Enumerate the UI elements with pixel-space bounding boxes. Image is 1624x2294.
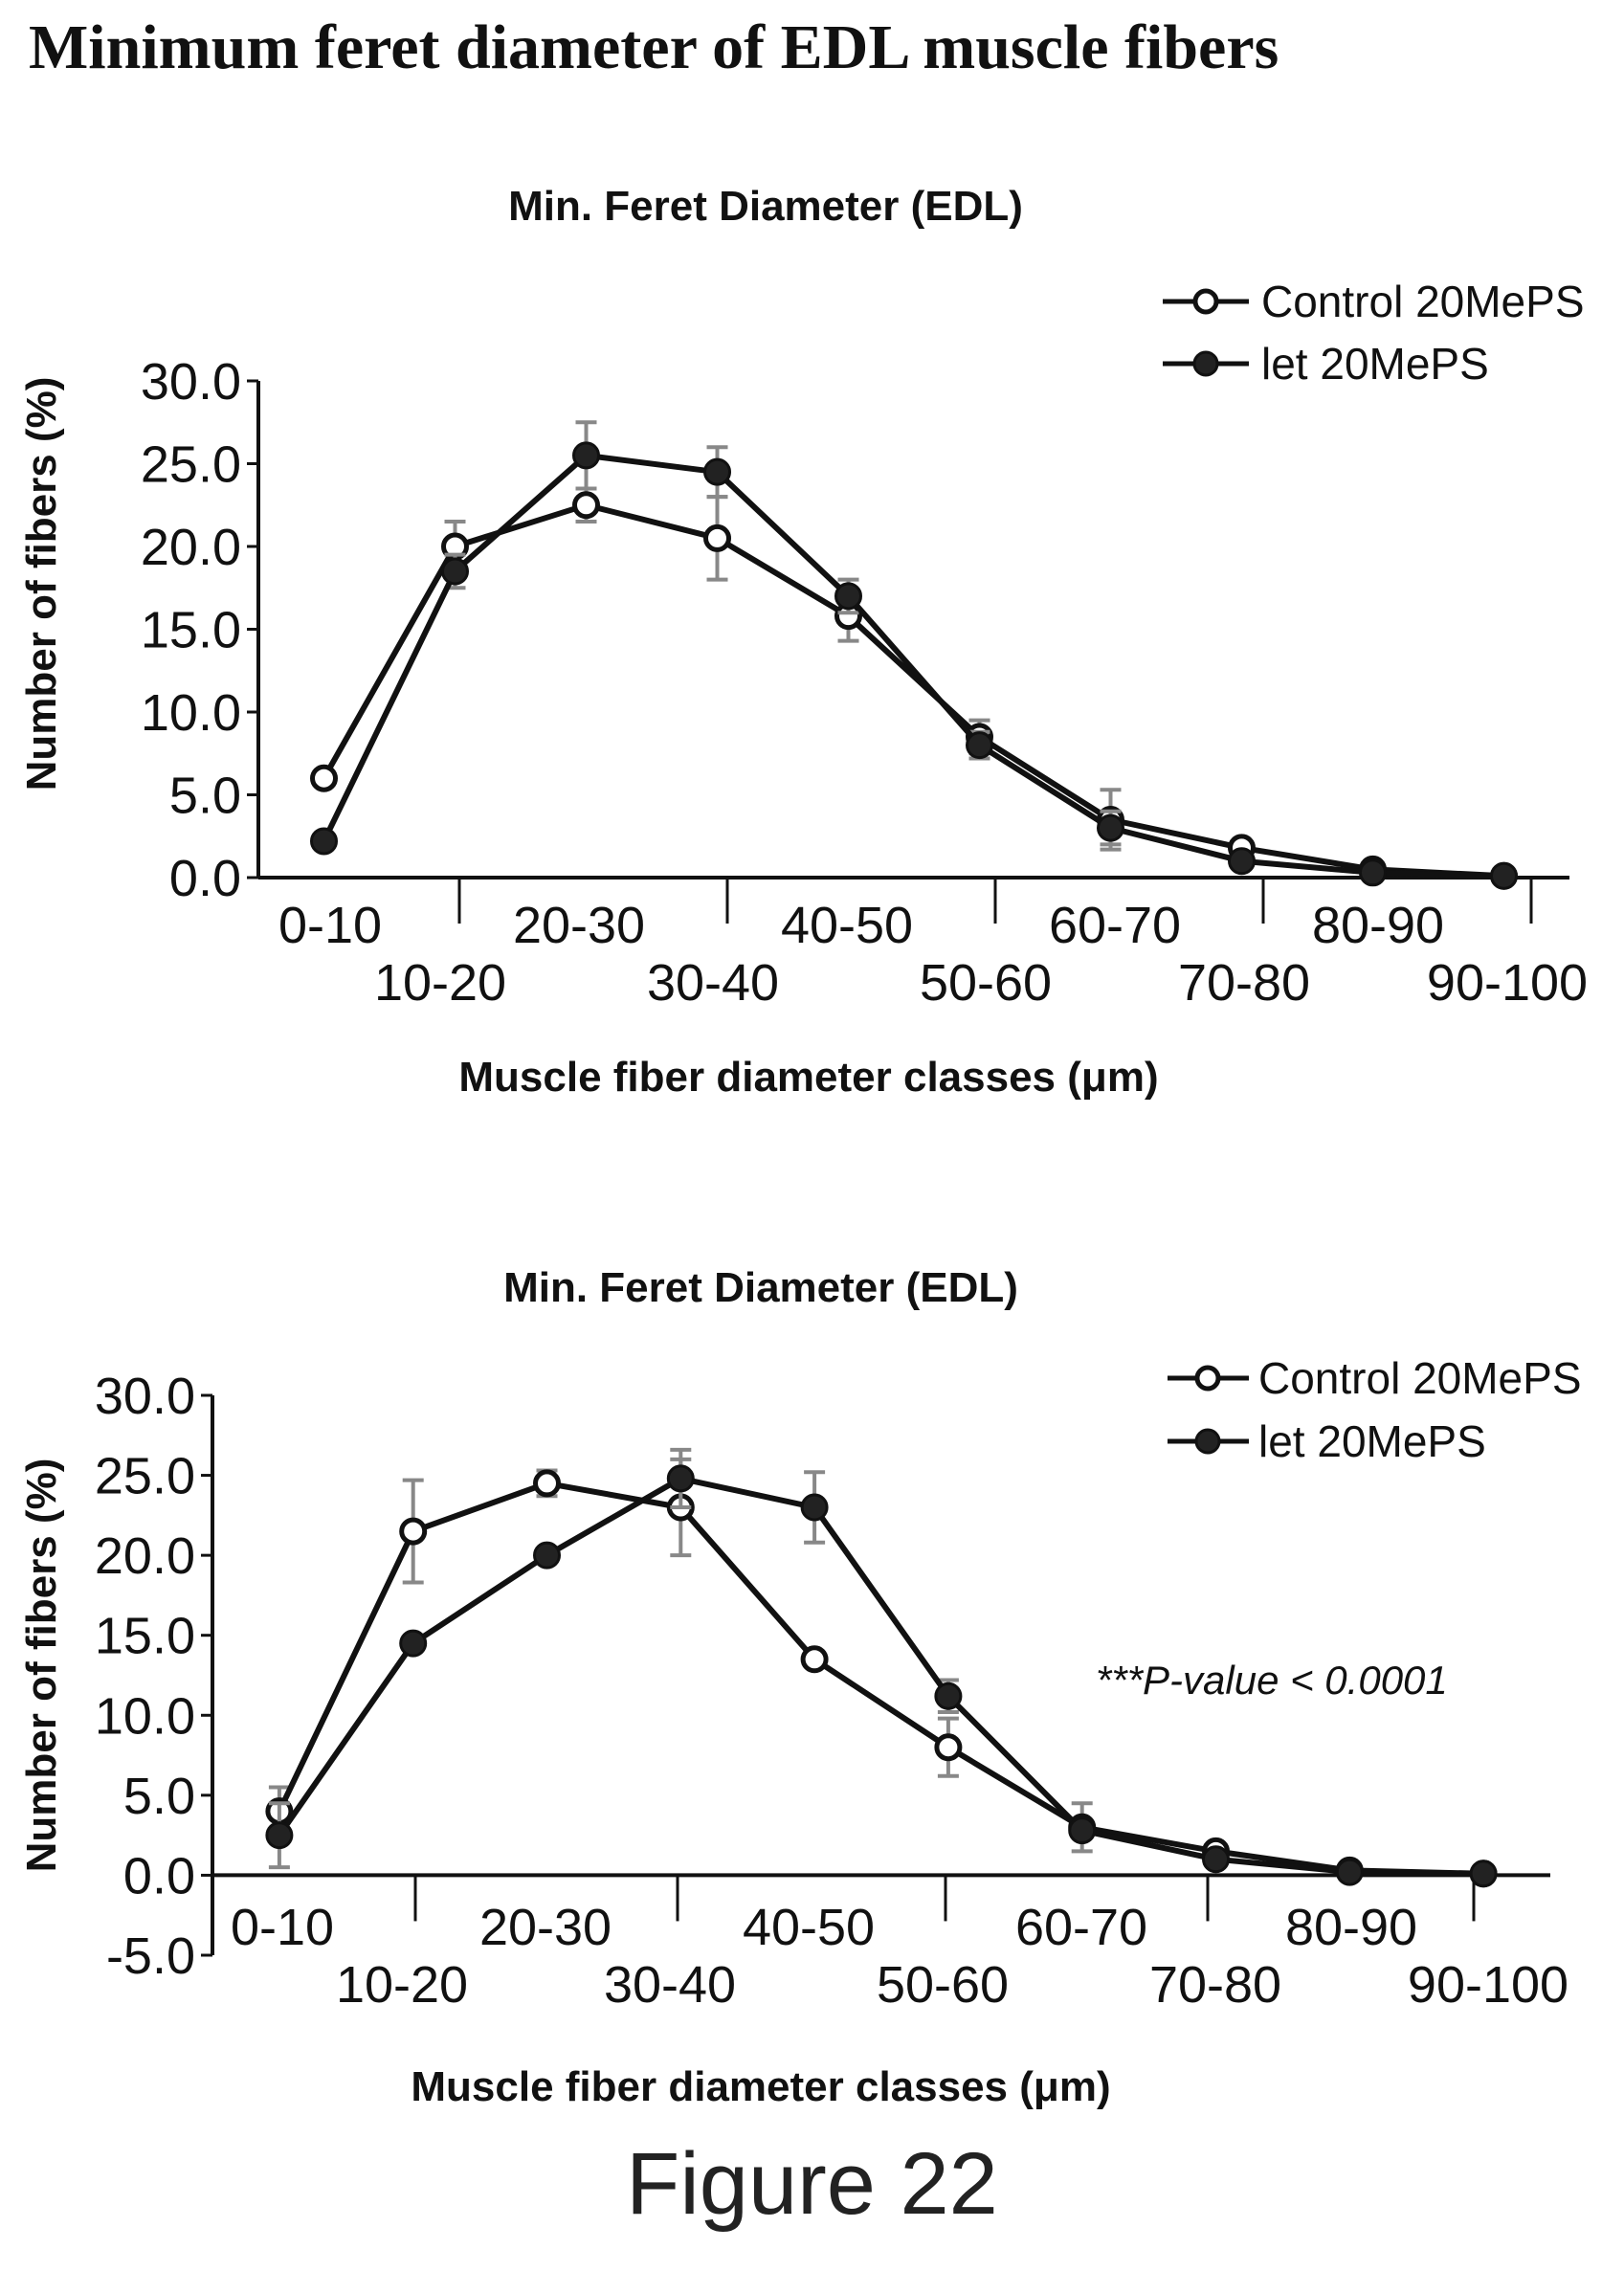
- x-tick-label: 30-40: [604, 1956, 736, 2014]
- x-tick-label: 10-20: [374, 954, 506, 1012]
- x-tick-label: 0-10: [231, 1899, 334, 1956]
- x-tick-label: 10-20: [336, 1956, 468, 2014]
- data-point: [533, 1541, 561, 1570]
- series-let: [265, 1447, 1498, 1888]
- legend-label-control: Control 20MePS: [1261, 277, 1585, 326]
- y-tick-label: 30.0: [95, 1368, 195, 1425]
- data-point: [800, 1645, 829, 1674]
- x-tick-label: 20-30: [479, 1899, 612, 1956]
- y-tick-label: 25.0: [141, 436, 241, 494]
- legend-marker-control: [1194, 1365, 1221, 1392]
- y-tick-label: 30.0: [141, 353, 241, 411]
- figure-caption: Figure 22: [626, 2135, 998, 2233]
- x-tick-label: 40-50: [743, 1899, 875, 1956]
- data-point: [703, 457, 731, 486]
- series-let: [310, 420, 1518, 890]
- x-tick-label: 80-90: [1285, 1899, 1417, 1956]
- y-tick-label: 20.0: [141, 519, 241, 576]
- legend-marker-let: [1192, 350, 1219, 377]
- data-point: [800, 1493, 829, 1522]
- chart-title: Min. Feret Diameter (EDL): [508, 183, 1023, 230]
- chart-bottom: Min. Feret Diameter (EDL) Number of fibe…: [18, 1264, 1582, 2110]
- data-point: [666, 1464, 695, 1493]
- data-point: [572, 441, 600, 470]
- legend-marker-control: [1192, 288, 1219, 315]
- x-tick-label: 0-10: [278, 897, 382, 954]
- y-tick-label: 25.0: [95, 1448, 195, 1505]
- x-tick-label: 50-60: [877, 1956, 1009, 2014]
- data-point: [399, 1517, 428, 1546]
- x-tick-label: 20-30: [513, 897, 645, 954]
- data-point: [1068, 1816, 1097, 1845]
- x-tick-label: 60-70: [1015, 1899, 1147, 1956]
- x-tick-label: 90-100: [1408, 1956, 1568, 2014]
- x-axis-label: Muscle fiber diameter classes (μm): [458, 1054, 1158, 1101]
- series-line: [277, 1480, 1484, 1877]
- y-tick-label: 0.0: [169, 850, 241, 907]
- y-tick-label: 20.0: [95, 1527, 195, 1585]
- data-point: [310, 764, 338, 792]
- data-point: [1228, 847, 1256, 876]
- x-tick-label: 70-80: [1149, 1956, 1281, 2014]
- legend: Control 20MePS let 20MePS: [1163, 277, 1585, 389]
- y-tick-label: 0.0: [123, 1847, 195, 1904]
- x-tick-label: 70-80: [1178, 954, 1310, 1012]
- x-axis-label: Muscle fiber diameter classes (μm): [411, 2063, 1110, 2110]
- x-tick-label: 40-50: [781, 897, 913, 954]
- legend-label-let: let 20MePS: [1261, 339, 1489, 389]
- data-point: [310, 827, 338, 856]
- data-point: [399, 1629, 428, 1658]
- legend: Control 20MePS let 20MePS: [1168, 1353, 1582, 1466]
- y-tick-label: 5.0: [169, 768, 241, 825]
- data-point: [1359, 858, 1387, 887]
- data-point: [1202, 1845, 1230, 1874]
- legend-label-control: Control 20MePS: [1258, 1353, 1582, 1403]
- p-value-annotation: ***P-value < 0.0001: [1096, 1658, 1448, 1703]
- data-point: [1469, 1860, 1498, 1888]
- y-tick-label: -5.0: [106, 1927, 195, 1985]
- data-point: [703, 523, 731, 552]
- x-tick-label: 50-60: [920, 954, 1052, 1012]
- data-point: [441, 557, 469, 586]
- data-point: [934, 1682, 963, 1710]
- y-tick-label: 5.0: [123, 1768, 195, 1825]
- data-point: [834, 582, 862, 611]
- data-point: [1490, 861, 1518, 890]
- page-heading: Minimum feret diameter of EDL muscle fib…: [29, 12, 1279, 82]
- chart-top: Min. Feret Diameter (EDL) Number of fibe…: [18, 183, 1588, 1101]
- y-axis-label: Number of fibers (%): [18, 377, 65, 791]
- y-tick-label: 15.0: [95, 1608, 195, 1665]
- y-axis-label: Number of fibers (%): [18, 1459, 65, 1873]
- data-point: [1097, 813, 1124, 842]
- data-point: [934, 1733, 963, 1762]
- x-tick-label: 60-70: [1049, 897, 1181, 954]
- y-tick-label: 10.0: [95, 1687, 195, 1745]
- data-point: [533, 1469, 561, 1498]
- series-line: [277, 1475, 1484, 1877]
- y-tick-label: 15.0: [141, 602, 241, 659]
- data-point: [966, 731, 993, 760]
- legend-label-let: let 20MePS: [1258, 1416, 1486, 1466]
- series-control: [310, 486, 1518, 890]
- x-tick-label: 80-90: [1312, 897, 1444, 954]
- series-line: [321, 452, 1504, 880]
- x-tick-label: 90-100: [1427, 954, 1588, 1012]
- x-tick-label: 30-40: [647, 954, 779, 1012]
- legend-marker-let: [1194, 1428, 1221, 1455]
- series-line: [321, 501, 1504, 880]
- y-tick-label: 10.0: [141, 684, 241, 742]
- chart-title: Min. Feret Diameter (EDL): [503, 1264, 1018, 1311]
- data-point: [1335, 1858, 1364, 1886]
- data-point: [572, 491, 600, 520]
- data-point: [265, 1821, 294, 1850]
